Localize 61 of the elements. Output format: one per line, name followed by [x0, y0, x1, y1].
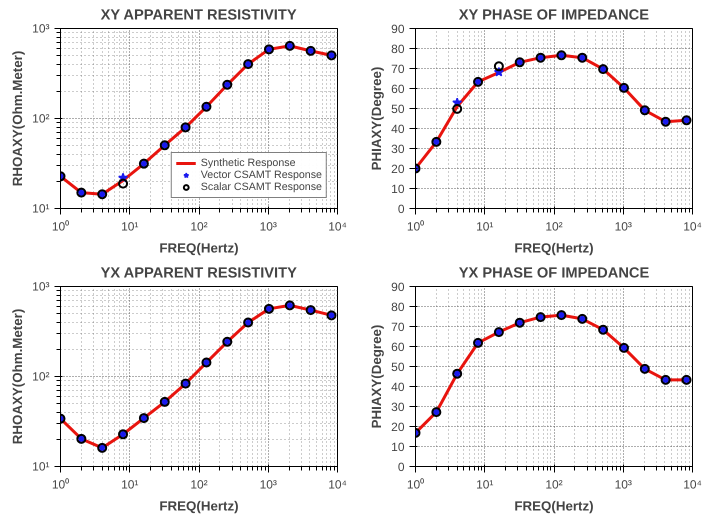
y-tick-label: 50	[391, 102, 405, 116]
x-tick-label: 10³	[614, 220, 632, 234]
x-tick-label: 10⁴	[328, 478, 347, 492]
y-tick-label: 70	[391, 62, 405, 76]
x-tick-label: 10²	[190, 220, 208, 234]
legend-label: Synthetic Response	[200, 157, 296, 169]
x-tick-label: 10⁴	[683, 478, 702, 492]
x-tick-label: 10⁴	[328, 220, 347, 234]
chart-title: XY PHASE OF IMPEDANCE	[458, 8, 650, 24]
y-tick-label: 10	[391, 440, 405, 454]
x-tick-label: 10²	[545, 478, 563, 492]
y-tick-label: 10¹	[32, 460, 50, 474]
x-tick-label: 10⁰	[406, 220, 424, 234]
x-tick-label: 10³	[260, 478, 277, 492]
x-tick-label: 10¹	[121, 478, 138, 492]
y-axis-title: RHOAXY(Ohm.Meter)	[10, 308, 26, 444]
y-tick-label: 0	[398, 202, 405, 216]
chart-title: YX APPARENT RESISTIVITY	[100, 266, 298, 282]
y-tick-label: 80	[391, 42, 405, 56]
y-tick-label: 70	[391, 320, 405, 334]
y-tick-label: 60	[391, 82, 405, 96]
x-tick-label: 10¹	[476, 478, 494, 492]
y-tick-label: 10	[391, 182, 405, 196]
y-tick-label: 80	[391, 300, 405, 314]
x-tick-label: 10³	[614, 478, 632, 492]
y-tick-label: 0	[398, 460, 405, 474]
y-tick-label: 10²	[32, 112, 50, 126]
x-tick-label: 10⁴	[683, 220, 702, 234]
y-axis-title: RHOAXY(Ohm.Meter)	[10, 50, 26, 186]
x-tick-label: 10¹	[476, 220, 494, 234]
y-tick-label: 20	[391, 420, 405, 434]
y-tick-label: 50	[391, 360, 405, 374]
x-tick-label: 10⁰	[52, 220, 70, 234]
legend-label: Vector CSAMT Response	[200, 169, 322, 181]
y-tick-label: 40	[391, 380, 405, 394]
x-tick-label: 10³	[260, 220, 277, 234]
x-axis-title: FREQ(Hertz)	[159, 498, 239, 514]
y-tick-label: 10¹	[32, 202, 50, 216]
y-tick-label: 60	[391, 340, 405, 354]
y-axis-title: PHIAXY(Degree)	[369, 324, 384, 428]
y-tick-label: 10³	[32, 22, 50, 36]
y-axis-title: PHIAXY(Degree)	[369, 66, 384, 170]
y-tick-label: 10³	[32, 280, 50, 294]
y-tick-label: 40	[391, 122, 405, 136]
y-tick-label: 90	[391, 280, 405, 294]
y-tick-label: 30	[391, 142, 405, 156]
x-axis-title: FREQ(Hertz)	[514, 240, 594, 256]
x-tick-label: 10⁰	[52, 478, 70, 492]
x-tick-label: 10¹	[121, 220, 138, 234]
x-axis-title: FREQ(Hertz)	[514, 498, 594, 514]
y-tick-label: 10²	[32, 370, 50, 384]
x-tick-label: 10⁰	[406, 478, 424, 492]
chart-title: YX PHASE OF IMPEDANCE	[458, 266, 650, 282]
x-tick-label: 10²	[545, 220, 563, 234]
y-tick-label: 20	[391, 162, 405, 176]
x-tick-label: 10²	[190, 478, 208, 492]
y-tick-label: 90	[391, 22, 405, 36]
x-axis-title: FREQ(Hertz)	[159, 240, 239, 256]
legend-label: Scalar CSAMT Response	[200, 181, 322, 193]
y-tick-label: 30	[391, 400, 405, 414]
chart-title: XY APPARENT RESISTIVITY	[100, 8, 297, 24]
